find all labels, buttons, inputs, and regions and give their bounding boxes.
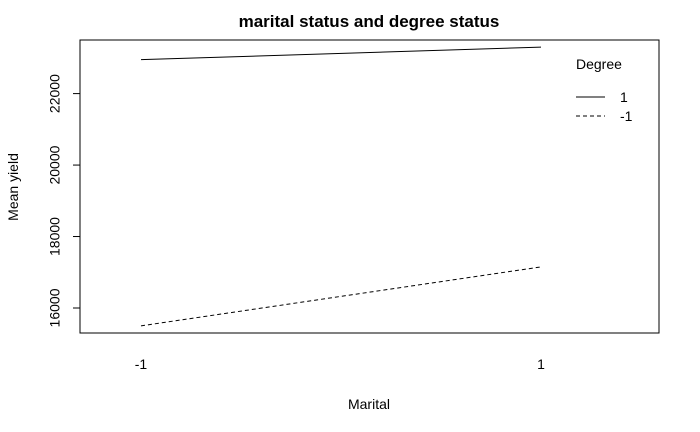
legend-label: -1: [620, 108, 633, 124]
x-tick-label: 1: [537, 356, 545, 372]
x-axis: -1 1: [135, 356, 545, 372]
y-axis: 16000 18000 20000 22000: [47, 74, 81, 327]
y-tick-label: 20000: [47, 145, 63, 184]
y-tick-label: 22000: [47, 74, 63, 113]
plot-frame: [79, 39, 660, 334]
x-axis-label: Marital: [348, 396, 390, 412]
legend-label: 1: [620, 89, 628, 105]
x-tick-label: -1: [135, 356, 148, 372]
y-tick-label: 16000: [47, 288, 63, 327]
y-tick-label: 18000: [47, 217, 63, 256]
legend: Degree 1 -1: [576, 56, 633, 124]
series-layer: [140, 46, 542, 327]
series-line-degree-1: [140, 46, 542, 61]
legend-title: Degree: [576, 56, 622, 72]
series-line-degree--1: [140, 266, 542, 327]
y-axis-label: Mean yield: [5, 153, 21, 221]
chart-title: marital status and degree status: [239, 12, 500, 31]
